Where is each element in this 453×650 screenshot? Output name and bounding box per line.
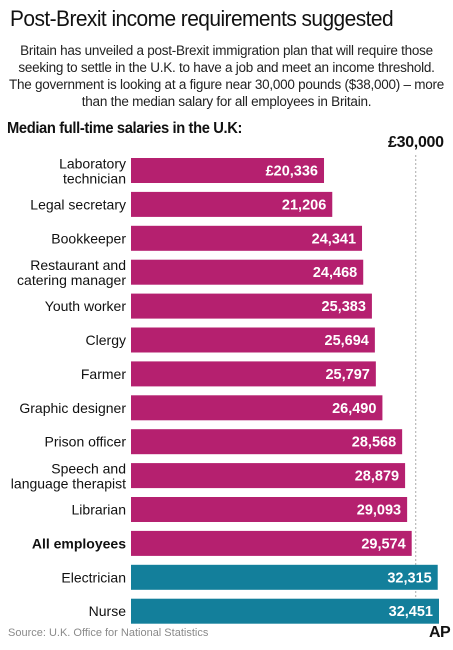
- value-label: 29,093: [357, 503, 401, 519]
- bar-clergy: [131, 327, 375, 353]
- bar-electrician: [131, 564, 438, 590]
- bar-legal-secretary: [131, 191, 333, 217]
- chart-title: Post-Brexit income requirements suggeste…: [10, 6, 394, 31]
- value-label: £20,336: [266, 164, 318, 180]
- bar-laboratory-technician: [131, 158, 325, 183]
- value-label: 32,315: [387, 570, 431, 586]
- reference-line-label: £30,000: [388, 134, 444, 151]
- value-label: 32,451: [389, 604, 433, 620]
- bar-prison-officer: [131, 429, 403, 455]
- category-label: Clergy: [86, 332, 126, 348]
- value-label: 24,341: [312, 231, 356, 247]
- category-label: Bookkeeper: [51, 230, 126, 246]
- category-label: Farmer: [81, 366, 126, 382]
- category-label: Youth worker: [45, 298, 127, 314]
- value-label: 21,206: [282, 197, 326, 213]
- category-label: Laboratory technician: [59, 156, 126, 187]
- source-note: Source: U.K. Office for National Statist…: [8, 627, 209, 639]
- category-label: All employees: [32, 535, 126, 551]
- value-label: 26,490: [332, 401, 376, 417]
- value-label: 25,694: [325, 333, 369, 349]
- bar-youth-worker: [131, 293, 372, 319]
- bars: £20,336 Laboratory technician 21,206 Legal s…: [11, 156, 439, 624]
- ap-logo: AP: [429, 624, 451, 641]
- category-label: Speech and language therapist: [11, 461, 126, 492]
- bar-bookkeeper: [131, 225, 363, 251]
- category-label: Restaurant and catering manager: [17, 257, 126, 288]
- value-label: 29,574: [361, 536, 405, 552]
- value-label: 25,797: [325, 367, 369, 383]
- bar-all-employees: [131, 530, 412, 556]
- category-label: Electrician: [61, 569, 126, 585]
- category-label: Prison officer: [45, 434, 127, 450]
- value-label: 24,468: [313, 265, 357, 281]
- category-label: Nurse: [89, 603, 127, 619]
- chart-subtitle: Median full-time salaries in the U.K:: [7, 120, 243, 137]
- value-label: 25,383: [322, 299, 366, 315]
- value-label: 28,568: [352, 435, 396, 451]
- bar-nurse: [131, 598, 439, 624]
- intro-text: Britain has unveiled a post-Brexit immig…: [8, 43, 445, 109]
- bar-restaurant-and-catering-manager: [131, 259, 364, 285]
- bar-graphic-designer: [131, 395, 383, 421]
- bar-speech-and-language-therapist: [131, 463, 406, 489]
- category-label: Legal secretary: [30, 196, 126, 212]
- bar-librarian: [131, 497, 408, 522]
- category-label: Librarian: [72, 502, 126, 518]
- value-label: 28,879: [355, 469, 399, 485]
- category-label: Graphic designer: [19, 400, 126, 416]
- bar-farmer: [131, 361, 376, 387]
